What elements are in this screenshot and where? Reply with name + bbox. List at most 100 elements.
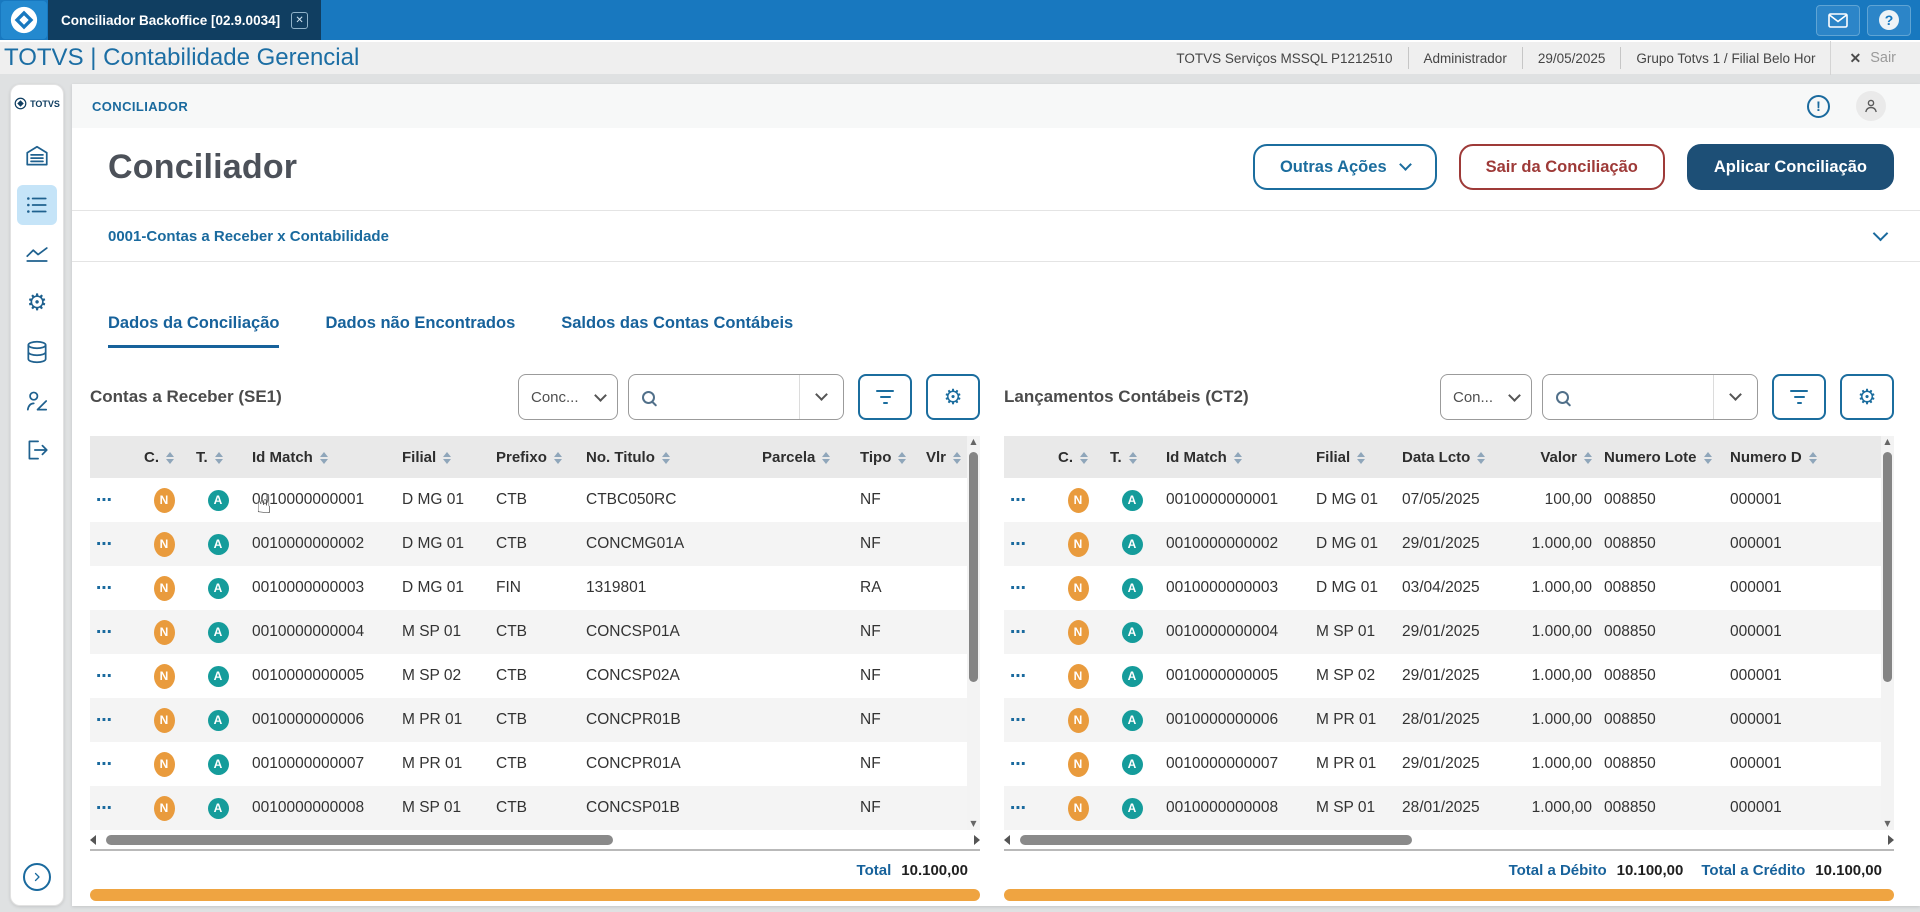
sidebar-item-analytics[interactable]: [17, 234, 57, 274]
reconciliation-section-header[interactable]: 0001-Contas a Receber x Contabilidade: [72, 210, 1920, 262]
table-row[interactable]: ⋯ N A 0010000000003 D MG 01 FIN 1319801 RA: [90, 566, 967, 610]
app-tab[interactable]: Conciliador Backoffice [02.9.0034] ✕: [48, 0, 322, 40]
row-actions-button[interactable]: ⋯: [96, 490, 112, 509]
settings-button[interactable]: ⚙: [926, 374, 980, 420]
settings-button[interactable]: ⚙: [1840, 374, 1894, 420]
tab-dados-nao-encontrados[interactable]: Dados não Encontrados: [325, 314, 516, 332]
filter-button[interactable]: [858, 374, 912, 420]
column-header[interactable]: Filial: [396, 436, 490, 478]
tab-saldos-das-contas-contabeis[interactable]: Saldos das Contas Contábeis: [561, 314, 794, 332]
table-row[interactable]: ⋯ N A 0010000000004 M SP 01 29/01/2025 1.000,0…: [1004, 610, 1881, 654]
row-actions-button[interactable]: ⋯: [96, 754, 112, 773]
column-header[interactable]: T.: [1104, 436, 1160, 478]
other-actions-button[interactable]: Outras Ações: [1252, 144, 1437, 190]
search-options-dropdown[interactable]: [1713, 375, 1757, 419]
sidebar-item-database[interactable]: [17, 332, 57, 372]
close-icon[interactable]: ✕: [291, 11, 309, 29]
exit-reconciliation-button[interactable]: Sair da Conciliação: [1458, 144, 1665, 190]
column-header[interactable]: Filial: [1310, 436, 1396, 478]
column-header[interactable]: Tipo: [854, 436, 920, 478]
table-row[interactable]: ⋯ N A 0010000000004 M SP 01 CTB CONCSP01A NF: [90, 610, 967, 654]
column-header[interactable]: Numero D: [1724, 436, 1881, 478]
column-header[interactable]: T.: [190, 436, 246, 478]
column-header[interactable]: Numero Lote: [1598, 436, 1724, 478]
scroll-right-arrow[interactable]: [974, 835, 980, 845]
filter-select[interactable]: Con...: [1440, 374, 1532, 420]
table-row[interactable]: ⋯ N A 0010000000002 D MG 01 29/01/2025 1.000,0…: [1004, 522, 1881, 566]
search-input[interactable]: [1578, 375, 1713, 419]
column-header[interactable]: No. Titulo: [580, 436, 756, 478]
row-actions-button[interactable]: ⋯: [96, 578, 112, 597]
column-header[interactable]: Vlr: [920, 436, 967, 478]
column-header[interactable]: Data Lcto: [1396, 436, 1506, 478]
sidebar-expand-button[interactable]: [23, 863, 51, 891]
sidebar-item-audit-user[interactable]: [17, 381, 57, 421]
table-row[interactable]: ⋯ N A 0010000000008 M SP 01 28/01/2025 1.000,0…: [1004, 786, 1881, 830]
scrollbar-thumb[interactable]: [1020, 835, 1412, 845]
help-button[interactable]: ?: [1867, 4, 1911, 36]
table-row[interactable]: ⋯ N A 0010000000001 D MG 01 07/05/2025 100,00 0…: [1004, 478, 1881, 522]
search-input[interactable]: [664, 375, 799, 419]
row-actions-button[interactable]: ⋯: [96, 666, 112, 685]
row-actions-button[interactable]: ⋯: [1010, 578, 1026, 597]
row-actions-button[interactable]: ⋯: [96, 710, 112, 729]
table-row[interactable]: ⋯ N A 0010000000005 M SP 02 29/01/2025 1.000,0…: [1004, 654, 1881, 698]
table-row[interactable]: ⋯ N A 0010000000006 M PR 01 CTB CONCPR01B NF: [90, 698, 967, 742]
horizontal-scrollbar[interactable]: [1004, 833, 1894, 847]
user-avatar[interactable]: [1856, 91, 1886, 121]
row-actions-button[interactable]: ⋯: [1010, 754, 1026, 773]
table-row[interactable]: ⋯ N A 0010000000006 M PR 01 28/01/2025 1.000,0…: [1004, 698, 1881, 742]
table-row[interactable]: ⋯ N A 0010000000001 D MG 01 CTB CTBC050RC NF: [90, 478, 967, 522]
column-header[interactable]: C.: [1052, 436, 1104, 478]
table-row[interactable]: ⋯ N A 0010000000002 D MG 01 CTB CONCMG01A NF: [90, 522, 967, 566]
search-options-dropdown[interactable]: [799, 375, 843, 419]
vertical-scrollbar[interactable]: ▲ ▼: [1881, 436, 1894, 830]
row-actions-button[interactable]: ⋯: [1010, 798, 1026, 817]
row-actions-button[interactable]: ⋯: [96, 622, 112, 641]
row-actions-button[interactable]: ⋯: [96, 798, 112, 817]
column-header[interactable]: C.: [138, 436, 190, 478]
table-row[interactable]: ⋯ N A 0010000000008 M SP 01 CTB CONCSP01B NF: [90, 786, 967, 830]
column-header[interactable]: Id Match: [1160, 436, 1310, 478]
row-actions-button[interactable]: ⋯: [1010, 710, 1026, 729]
scroll-down-arrow[interactable]: ▼: [970, 819, 977, 828]
filter-button[interactable]: [1772, 374, 1826, 420]
chevron-down-icon[interactable]: [1872, 225, 1889, 242]
scroll-down-arrow[interactable]: ▼: [1884, 819, 1891, 828]
sidebar-item-menu[interactable]: [17, 185, 57, 225]
scroll-up-arrow[interactable]: ▲: [1884, 437, 1891, 446]
column-header[interactable]: Id Match: [246, 436, 396, 478]
row-actions-button[interactable]: ⋯: [1010, 534, 1026, 553]
sidebar-item-home[interactable]: [17, 136, 57, 176]
scrollbar-thumb[interactable]: [1883, 452, 1892, 682]
filter-icon: [1790, 389, 1808, 405]
scrollbar-thumb[interactable]: [106, 835, 614, 845]
row-actions-button[interactable]: ⋯: [96, 534, 112, 553]
sidebar-item-settings[interactable]: ⚙: [17, 283, 57, 323]
column-header[interactable]: Parcela: [756, 436, 854, 478]
column-header[interactable]: Valor: [1506, 436, 1598, 478]
tab-dados-da-conciliacao[interactable]: Dados da Conciliação: [108, 314, 280, 348]
scroll-left-arrow[interactable]: [1004, 835, 1010, 845]
table-row[interactable]: ⋯ N A 0010000000007 M PR 01 CTB CONCPR01A NF: [90, 742, 967, 786]
apply-reconciliation-button[interactable]: Aplicar Conciliação: [1686, 144, 1894, 190]
scroll-up-arrow[interactable]: ▲: [970, 437, 977, 446]
breadcrumb[interactable]: CONCILIADOR: [92, 98, 189, 114]
column-header[interactable]: Prefixo: [490, 436, 580, 478]
table-row[interactable]: ⋯ N A 0010000000003 D MG 01 03/04/2025 1.000,0…: [1004, 566, 1881, 610]
horizontal-scrollbar[interactable]: [90, 833, 980, 847]
table-row[interactable]: ⋯ N A 0010000000005 M SP 02 CTB CONCSP02A NF: [90, 654, 967, 698]
mail-button[interactable]: [1816, 4, 1860, 36]
scrollbar-thumb[interactable]: [969, 452, 978, 682]
notification-icon[interactable]: !: [1807, 94, 1830, 118]
vertical-scrollbar[interactable]: ▲ ▼: [967, 436, 980, 830]
table-row[interactable]: ⋯ N A 0010000000007 M PR 01 29/01/2025 1.000,0…: [1004, 742, 1881, 786]
row-actions-button[interactable]: ⋯: [1010, 490, 1026, 509]
row-actions-button[interactable]: ⋯: [1010, 666, 1026, 685]
scroll-right-arrow[interactable]: [1888, 835, 1894, 845]
scroll-left-arrow[interactable]: [90, 835, 96, 845]
logout-button[interactable]: ✕ Sair: [1831, 50, 1906, 67]
filter-select[interactable]: Conc...: [518, 374, 618, 420]
sidebar-item-exit[interactable]: [17, 430, 57, 470]
row-actions-button[interactable]: ⋯: [1010, 622, 1026, 641]
